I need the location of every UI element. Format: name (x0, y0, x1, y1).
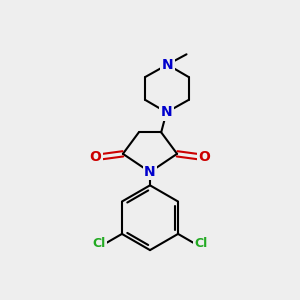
Text: Cl: Cl (92, 237, 106, 250)
Text: N: N (161, 105, 172, 119)
Text: N: N (144, 165, 156, 179)
Text: N: N (162, 58, 173, 72)
Text: O: O (199, 150, 210, 164)
Text: Cl: Cl (194, 237, 208, 250)
Text: O: O (90, 150, 101, 164)
